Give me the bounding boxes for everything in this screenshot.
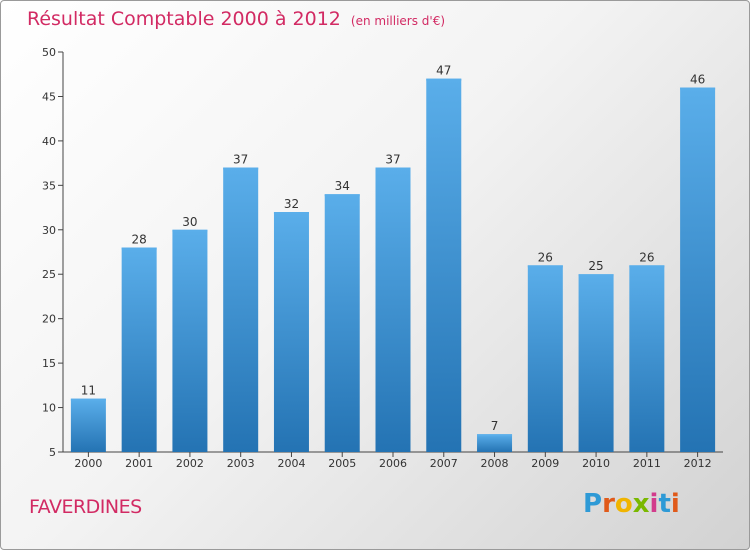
x-tick-label: 2004	[277, 457, 305, 470]
chart-title: Résultat Comptable 2000 à 2012 (en millie…	[27, 8, 445, 30]
x-tick-label: 2010	[582, 457, 610, 470]
bar	[375, 167, 411, 453]
x-tick-label: 2001	[125, 457, 153, 470]
logo-letter: r	[602, 489, 615, 519]
data-label: 32	[284, 197, 299, 211]
data-label: 47	[436, 64, 451, 78]
bar-top-highlight	[324, 194, 360, 197]
bar	[172, 229, 208, 452]
bar	[680, 87, 716, 453]
x-tick-label: 2012	[684, 457, 712, 470]
data-label: 26	[639, 250, 654, 264]
x-tick-label: 2011	[633, 457, 661, 470]
bar-top-highlight	[375, 167, 411, 170]
data-label: 34	[335, 179, 350, 193]
bar	[629, 265, 665, 452]
bar	[578, 274, 614, 452]
data-label: 7	[491, 419, 499, 433]
bar-top-highlight	[426, 78, 462, 81]
y-tick-label: 5	[49, 446, 56, 459]
bar	[477, 434, 513, 452]
data-label: 28	[132, 233, 147, 247]
logo-letter: P	[583, 489, 603, 519]
bar-top-highlight	[527, 265, 563, 268]
x-tick-label: 2000	[74, 457, 102, 470]
logo-letter: o	[614, 489, 633, 519]
data-label: 37	[385, 153, 400, 167]
bar-top-highlight	[70, 398, 106, 401]
bar-top-highlight	[629, 265, 665, 268]
y-tick-label: 50	[42, 46, 56, 59]
chart-title-text: Résultat Comptable 2000 à 2012	[27, 8, 341, 30]
y-tick-label: 20	[42, 313, 56, 326]
y-tick-label: 15	[42, 357, 56, 370]
x-tick-label: 2002	[176, 457, 204, 470]
bar-top-highlight	[172, 229, 208, 232]
bar	[121, 247, 157, 452]
data-label: 26	[538, 250, 553, 264]
bar	[426, 78, 462, 453]
bar-top-highlight	[121, 247, 157, 250]
proxiti-logo: Proxiti	[583, 489, 680, 519]
y-tick-label: 25	[42, 268, 56, 281]
logo-letter: t	[658, 489, 671, 519]
bar-top-highlight	[273, 212, 309, 214]
x-tick-label: 2008	[481, 457, 509, 470]
bar-top-highlight	[680, 87, 716, 90]
commune-name: FAVERDINES	[29, 496, 142, 518]
bar	[273, 212, 309, 452]
y-tick-label: 10	[42, 402, 56, 415]
x-tick-label: 2005	[328, 457, 356, 470]
bar	[527, 265, 563, 452]
x-tick-label: 2009	[531, 457, 559, 470]
bar	[223, 167, 259, 453]
x-tick-label: 2006	[379, 457, 407, 470]
bar-top-highlight	[578, 274, 614, 277]
bar	[324, 194, 360, 452]
data-label: 46	[690, 73, 705, 87]
y-tick-label: 35	[42, 179, 56, 192]
y-tick-label: 30	[42, 224, 56, 237]
bar-top-highlight	[223, 167, 259, 170]
y-tick-label: 45	[42, 90, 56, 103]
data-label: 11	[81, 384, 96, 398]
x-tick-label: 2007	[430, 457, 458, 470]
x-tick-label: 2003	[227, 457, 255, 470]
data-label: 30	[182, 215, 197, 229]
chart-subtitle: (en milliers d'€)	[350, 14, 446, 28]
data-label: 25	[588, 259, 603, 273]
bar	[70, 398, 106, 452]
y-tick-label: 40	[42, 135, 56, 148]
logo-letter: x	[632, 489, 650, 519]
logo-letter: i	[670, 489, 680, 519]
logo-letter: i	[649, 489, 659, 519]
bar-top-highlight	[477, 434, 513, 437]
data-label: 37	[233, 153, 248, 167]
